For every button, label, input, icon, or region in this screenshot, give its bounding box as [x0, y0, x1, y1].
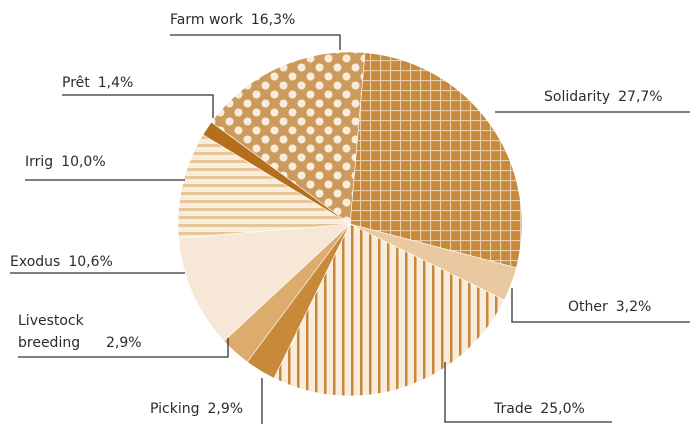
value-label: 27,7%	[618, 89, 663, 105]
category-label: Livestock breeding	[18, 313, 84, 351]
category-label: Exodus	[10, 254, 61, 270]
slice-label: Trade 25,0%	[494, 398, 585, 420]
value-label: 10,6%	[68, 254, 113, 270]
pie-slice	[178, 223, 351, 342]
slice-label: Farm work 16,3%	[170, 9, 295, 31]
leader-line	[444, 362, 612, 423]
category-label: Irrig	[25, 154, 54, 170]
leader-line	[511, 288, 690, 323]
slice-label: Other 3,2%	[568, 296, 651, 318]
category-label: Other	[568, 299, 608, 315]
category-label: Picking	[150, 401, 200, 417]
value-label: 2,9%	[207, 401, 244, 417]
slice-label: Prêt 1,4%	[62, 72, 133, 94]
pie-slice	[349, 52, 523, 269]
leader-line	[170, 34, 341, 50]
category-label: Trade	[494, 401, 533, 417]
pie-slice	[273, 223, 505, 397]
category-label: Solidarity	[544, 89, 611, 105]
slice-label: Picking 2,9%	[150, 398, 243, 420]
slice-label: Exodus 10,6%	[10, 251, 113, 273]
slice-label: Solidarity 27,7%	[544, 86, 663, 108]
value-label: 3,2%	[615, 299, 652, 315]
slice-label: Irrig 10,0%	[25, 151, 106, 173]
leader-line	[62, 94, 214, 118]
value-label: 25,0%	[540, 401, 585, 417]
value-label: 1,4%	[97, 75, 134, 91]
category-label: Farm work	[170, 12, 243, 28]
value-label: 16,3%	[250, 12, 296, 28]
value-label: 10,0%	[61, 154, 106, 170]
pie-slice	[177, 134, 351, 239]
pie-slice	[210, 51, 366, 225]
category-label: Prêt	[62, 75, 90, 91]
value-label: 2,9%	[106, 335, 142, 351]
leader-line	[18, 338, 229, 358]
slice-label: Livestock breeding 2,9%	[18, 310, 142, 354]
